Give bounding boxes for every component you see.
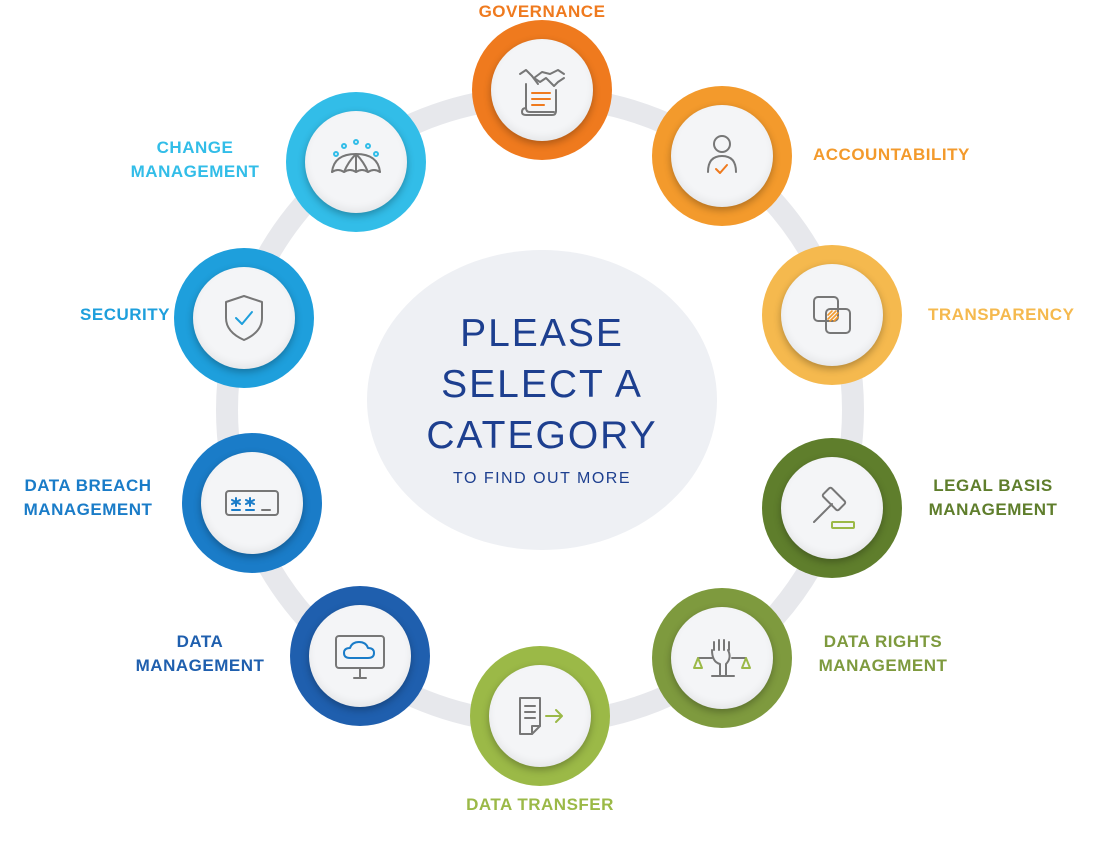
category-icon-plate <box>781 264 883 366</box>
overlapping-squares-icon <box>813 296 851 334</box>
category-node-change-management[interactable] <box>286 92 426 232</box>
category-icon-plate <box>491 39 593 141</box>
category-label-data-transfer[interactable]: DATA TRANSFER <box>466 795 614 814</box>
category-icon-plate <box>489 665 591 767</box>
category-node-data-rights[interactable] <box>652 588 792 728</box>
category-icon-plate <box>671 105 773 207</box>
category-node-security[interactable] <box>174 248 314 388</box>
category-node-accountability[interactable] <box>652 86 792 226</box>
category-icon-plate <box>201 452 303 554</box>
category-node-governance[interactable] <box>472 20 612 160</box>
category-label-data-rights[interactable]: DATA RIGHTS MANAGEMENT <box>818 632 948 675</box>
category-label-security[interactable]: SECURITY <box>80 305 170 324</box>
category-icon-plate <box>193 267 295 369</box>
category-node-legal-basis[interactable] <box>762 438 902 578</box>
category-label-data-management[interactable]: DATA MANAGEMENT <box>135 632 265 675</box>
cloud-monitor-icon <box>335 635 385 679</box>
category-icon-plate <box>309 605 411 707</box>
person-check-icon <box>707 135 737 174</box>
category-label-transparency[interactable]: TRANSPARENCY <box>928 305 1075 324</box>
umbrella-icon <box>331 139 381 173</box>
document-arrow-icon <box>519 697 563 735</box>
category-label-accountability[interactable]: ACCOUNTABILITY <box>813 145 970 164</box>
handshake-document-icon <box>519 69 565 116</box>
center-title: PLEASE SELECT A CATEGORY <box>426 312 658 457</box>
center-disc <box>367 250 717 550</box>
category-label-data-breach[interactable]: DATA BREACH MANAGEMENT <box>23 476 153 519</box>
category-node-data-transfer[interactable] <box>470 646 610 786</box>
category-icon-plate <box>305 111 407 213</box>
category-label-change-management[interactable]: CHANGE MANAGEMENT <box>130 138 260 181</box>
category-icon-plate <box>781 457 883 559</box>
password-field-icon <box>225 490 279 516</box>
center-subtitle: TO FIND OUT MORE <box>452 470 632 487</box>
category-node-transparency[interactable] <box>762 245 902 385</box>
gavel-icon <box>813 486 855 529</box>
category-label-legal-basis[interactable]: LEGAL BASIS MANAGEMENT <box>928 476 1058 519</box>
category-node-data-breach[interactable] <box>182 433 322 573</box>
shield-check-icon <box>225 295 263 341</box>
category-icon-plate <box>671 607 773 709</box>
category-node-data-management[interactable] <box>290 586 430 726</box>
category-label-governance[interactable]: GOVERNANCE <box>478 2 606 21</box>
fist-scales-icon <box>693 639 751 677</box>
